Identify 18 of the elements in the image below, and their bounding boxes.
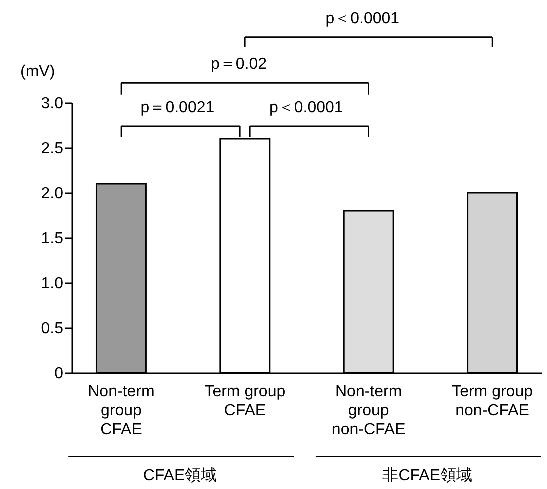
y-tick-label: 0.5 xyxy=(41,320,64,338)
y-tick-label: 1.5 xyxy=(41,230,64,248)
x-tick-label: Non-term group non-CFAE xyxy=(332,384,406,438)
y-axis-title: (mV) xyxy=(20,64,56,80)
y-tick-label: 0 xyxy=(54,366,64,382)
x-tick-label: Non-term group CFAE xyxy=(88,384,155,438)
annotation: p＜0.0001 xyxy=(269,99,344,116)
text: 非CFAE領域 xyxy=(382,466,472,484)
x-tick-label: Term group non-CFAE xyxy=(452,384,534,420)
y-tick-label: 2.0 xyxy=(41,186,64,202)
y-tick-label: 1.0 xyxy=(41,276,64,292)
text: CFAE領域 xyxy=(143,466,218,484)
text: p＜0.0001 xyxy=(326,10,400,28)
y-tick-label: 2.5 xyxy=(41,140,64,158)
y-tick-label: 3.0 xyxy=(41,96,64,112)
x-tick-label: Term group CFAE xyxy=(204,384,286,420)
annotation: p＝0.0021 xyxy=(140,99,215,116)
text: p＝0.02 xyxy=(210,56,268,74)
